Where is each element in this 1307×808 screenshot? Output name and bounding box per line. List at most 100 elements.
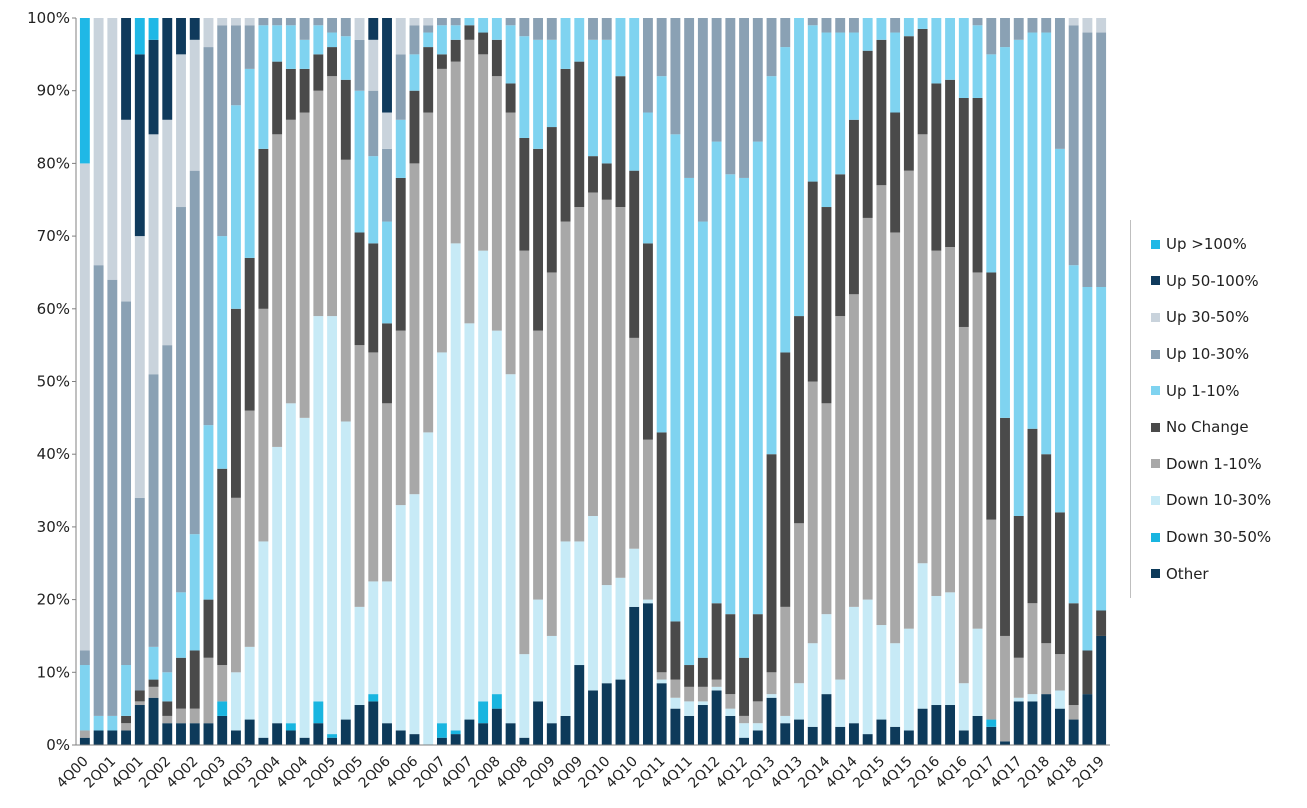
bar-segment-no-change	[519, 137, 530, 251]
bar-segment-up-10-30-	[354, 39, 365, 91]
bar-segment-other	[1082, 694, 1093, 745]
bar-segment-down-1-10-	[972, 272, 983, 629]
bar-segment-down-1-10-	[835, 316, 846, 680]
bar-segment-up-10-30-	[588, 18, 598, 40]
bar-segment-other	[272, 723, 283, 745]
y-tick-label: 50%	[37, 373, 70, 391]
bar-segment-down-10-30-	[903, 628, 914, 731]
bar-segment-down-1-10-	[244, 410, 255, 647]
bar-segment-down-10-30-	[807, 643, 818, 727]
bar-segment-down-1-10-	[340, 159, 351, 422]
bar-segment-down-1-10-	[766, 672, 777, 695]
y-tick-label: 20%	[37, 591, 70, 609]
bar-segment-down-30-50-	[368, 694, 379, 702]
bar-segment-up-10-30-	[739, 18, 750, 178]
bar-segment-other	[588, 690, 598, 745]
legend-label: Down 1-10%	[1166, 454, 1262, 473]
bar-segment-other	[890, 726, 901, 745]
bar-segment-down-10-30-	[615, 577, 626, 680]
bar-segment-other	[1041, 694, 1052, 745]
bar-segment-up-10-30-	[1096, 32, 1107, 287]
bar-segment-down-10-30-	[656, 679, 667, 684]
bar-segment-other	[697, 705, 708, 745]
bar-segment-up-1-10-	[766, 76, 777, 455]
bar-segment-down-10-30-	[340, 421, 351, 720]
bar-segment-up-10-30-	[79, 650, 90, 666]
bar-segment-down-10-30-	[505, 374, 516, 724]
bar-segment-up-30-50-	[107, 18, 118, 280]
bar-segment-down-10-30-	[821, 614, 832, 695]
bar-segment-other	[958, 730, 969, 745]
bar-segment-down-10-30-	[533, 599, 544, 702]
bar-segment-down-10-30-	[739, 723, 750, 738]
bar-segment-down-10-30-	[258, 541, 269, 738]
bar-segment-down-1-10-	[807, 381, 818, 644]
bar-segment-other	[436, 737, 447, 745]
bar-segment-up-1-10-	[931, 18, 942, 84]
bar-segment-down-30-50-	[313, 701, 324, 724]
bar-segment-up-10-30-	[327, 18, 338, 33]
bar-segment-up-10-30-	[533, 18, 544, 40]
bar-segment-up-100-	[134, 18, 145, 55]
bar-segment-up-1-10-	[162, 672, 173, 702]
bar-segment-down-1-10-	[505, 112, 516, 375]
bar-segment-other	[505, 723, 516, 745]
bar-segment-other	[766, 697, 777, 745]
bar-segment-down-1-10-	[464, 39, 475, 324]
bar-segment-up-10-30-	[217, 25, 228, 237]
bar-segment-up-10-30-	[1068, 25, 1079, 266]
bar-segment-other	[945, 705, 956, 745]
bar-segment-other	[1068, 719, 1079, 745]
bar-segment-up-30-50-	[395, 18, 406, 55]
bar-segment-up-10-30-	[107, 279, 118, 716]
stacked-bar-chart: 0% 10% 20% 30% 40% 50% 60% 70% 80% 90% 100% 4Q002Q…	[27, 9, 1110, 792]
bar-segment-up-1-10-	[189, 534, 200, 651]
legend-swatch	[1151, 422, 1160, 432]
bar-segment-up-1-10-	[121, 665, 132, 716]
bar-segment-down-30-50-	[986, 719, 997, 727]
bar-segment-down-1-10-	[285, 119, 296, 404]
bar-segment-up-1-10-	[1013, 39, 1024, 516]
bar-segment-no-change	[903, 36, 914, 171]
legend-item: Up 1-10%	[1151, 372, 1307, 409]
bar-segment-other	[203, 723, 214, 745]
bar-segment-no-change	[450, 39, 461, 62]
bar-segment-down-30-50-	[491, 694, 502, 709]
bar-segment-no-change	[134, 690, 145, 702]
bar-segment-up-30-50-	[1096, 18, 1107, 33]
bar-segment-down-10-30-	[725, 708, 736, 716]
bar-segment-down-10-30-	[931, 595, 942, 706]
bar-segment-no-change	[121, 715, 132, 724]
bar-segment-no-change	[1027, 428, 1038, 604]
bar-segment-other	[752, 730, 763, 745]
bar-segment-down-1-10-	[752, 701, 763, 724]
bar-segment-up-50-100-	[162, 18, 173, 120]
bar-segment-up-1-10-	[615, 18, 626, 77]
bar-segment-up-1-10-	[272, 25, 283, 62]
bar-segment-up-30-50-	[1082, 18, 1093, 33]
bar-segment-down-10-30-	[780, 715, 791, 724]
y-tick-label: 0%	[46, 736, 70, 754]
bar-segment-other	[986, 726, 997, 745]
bar-segment-no-change	[258, 148, 269, 309]
bar-segment-down-10-30-	[450, 243, 461, 731]
bar-segment-down-10-30-	[354, 606, 365, 706]
bar-segment-no-change	[162, 701, 173, 716]
bar-segment-other	[134, 705, 145, 745]
y-tick-label: 100%	[27, 9, 70, 27]
bar-segment-up-10-30-	[340, 18, 351, 37]
legend-item: Other	[1151, 555, 1307, 592]
bar-segment-down-10-30-	[327, 316, 338, 735]
bar-segment-down-10-30-	[491, 330, 502, 695]
bar-segment-other	[313, 723, 324, 745]
bar-segment-down-1-10-	[1000, 635, 1010, 742]
bar-segment-no-change	[794, 316, 804, 524]
bar-segment-down-10-30-	[574, 541, 585, 666]
bar-segment-other	[382, 723, 392, 745]
bar-segment-up-10-30-	[121, 301, 132, 666]
bar-segment-up-1-10-	[1041, 32, 1052, 455]
bar-segment-up-10-30-	[697, 18, 708, 222]
bar-segment-other	[189, 723, 200, 745]
bar-segment-up-10-30-	[423, 25, 434, 33]
bar-segment-other	[794, 719, 804, 745]
